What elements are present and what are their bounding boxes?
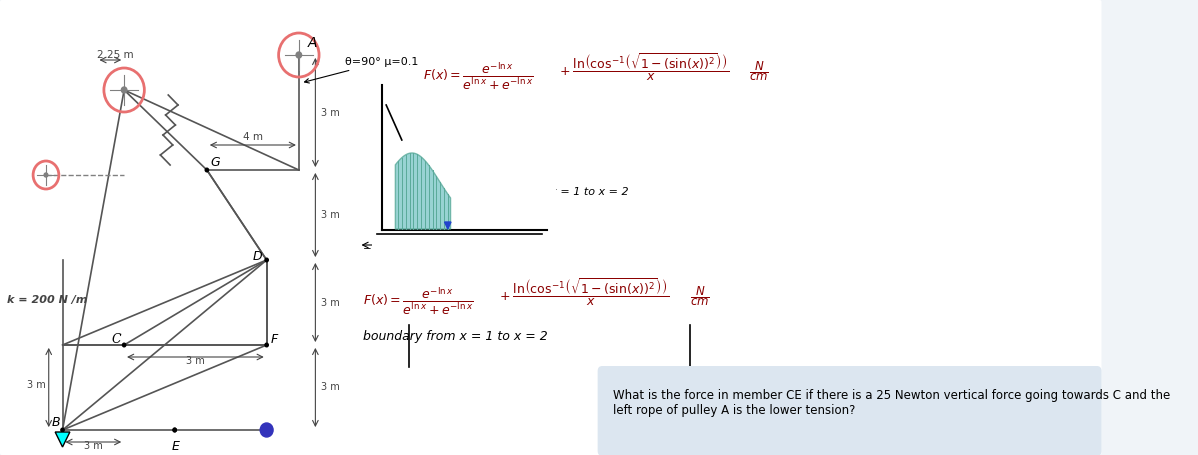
Text: C: C	[111, 333, 121, 346]
Text: boundary from x = 1 to x = 2: boundary from x = 1 to x = 2	[452, 187, 629, 227]
Text: 3 m: 3 m	[186, 356, 205, 366]
Text: −2 m: −2 m	[363, 244, 392, 254]
Text: E: E	[173, 440, 180, 453]
Text: boundary from x = 1 to x = 2: boundary from x = 1 to x = 2	[363, 330, 547, 343]
Text: 3 m: 3 m	[28, 379, 47, 389]
Text: 1 m: 1 m	[413, 244, 434, 254]
Circle shape	[61, 428, 65, 432]
Text: D: D	[253, 250, 262, 263]
Bar	[373, 75, 556, 265]
Circle shape	[121, 87, 127, 93]
Circle shape	[44, 173, 48, 177]
Text: 3 m: 3 m	[321, 210, 340, 220]
Text: 2.25 m: 2.25 m	[97, 50, 133, 60]
Circle shape	[296, 52, 302, 58]
Circle shape	[173, 428, 176, 432]
Text: B: B	[52, 416, 60, 429]
Polygon shape	[55, 432, 69, 447]
Circle shape	[260, 423, 273, 437]
Text: A: A	[308, 36, 317, 50]
Polygon shape	[444, 222, 450, 229]
Text: 3 m: 3 m	[321, 383, 340, 393]
Text: 3 m: 3 m	[321, 298, 340, 308]
Circle shape	[265, 343, 268, 347]
Text: $F(x) = \dfrac{e^{-\ln x}}{e^{\ln x}+e^{-\ln x}}$: $F(x) = \dfrac{e^{-\ln x}}{e^{\ln x}+e^{…	[423, 61, 533, 92]
Text: What is the force in member CE if there is a 25 Newton vertical force going towa: What is the force in member CE if there …	[613, 389, 1170, 417]
Polygon shape	[395, 153, 450, 229]
Text: F: F	[271, 333, 278, 346]
Text: $+\;\dfrac{\ln\!\left(\cos^{-1}\!\left(\sqrt{1-(\sin(x))^2}\right)\right)}{x}$: $+\;\dfrac{\ln\!\left(\cos^{-1}\!\left(\…	[559, 52, 730, 83]
Text: 3 m: 3 m	[321, 107, 340, 117]
FancyBboxPatch shape	[598, 366, 1101, 455]
Circle shape	[122, 343, 126, 347]
Text: $\dfrac{N}{cm}$: $\dfrac{N}{cm}$	[690, 284, 709, 308]
Text: $F(x) = \dfrac{e^{-\ln x}}{e^{\ln x}+e^{-\ln x}}$: $F(x) = \dfrac{e^{-\ln x}}{e^{\ln x}+e^{…	[363, 286, 474, 317]
Text: $+\;\dfrac{\ln\!\left(\cos^{-1}\!\left(\sqrt{1-(\sin(x))^2}\right)\right)}{x}$: $+\;\dfrac{\ln\!\left(\cos^{-1}\!\left(\…	[500, 277, 670, 308]
Circle shape	[205, 168, 208, 172]
Circle shape	[265, 258, 268, 262]
Text: θ=90° μ=0.1: θ=90° μ=0.1	[304, 57, 418, 83]
Text: $\dfrac{N}{cm}$: $\dfrac{N}{cm}$	[750, 60, 769, 83]
Text: k = 200 N /m: k = 200 N /m	[7, 294, 87, 304]
Text: G: G	[211, 156, 220, 169]
Text: 3 m: 3 m	[84, 441, 103, 451]
FancyBboxPatch shape	[0, 0, 1101, 455]
Text: 4 m: 4 m	[243, 132, 262, 142]
Circle shape	[173, 428, 176, 432]
